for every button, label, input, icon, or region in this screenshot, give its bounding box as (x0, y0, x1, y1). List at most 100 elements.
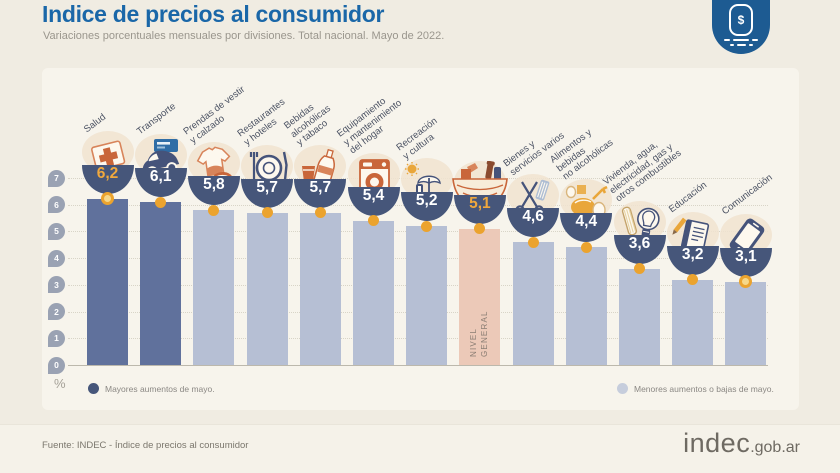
source-note: Fuente: INDEC - Índice de precios al con… (42, 440, 249, 451)
bar-top-dot (527, 236, 539, 248)
legend-mayores: Mayores aumentos de mayo. (88, 383, 215, 394)
legend-menores: Menores aumentos o bajas de mayo. (617, 383, 774, 394)
legend-dark-dot (88, 383, 99, 394)
bar (246, 212, 288, 365)
category-label: Recreación y cultura (395, 115, 446, 162)
bar-top-dot (368, 215, 379, 227)
y-axis-tick: 1 (48, 329, 65, 347)
bar-top-dot (314, 207, 326, 219)
category-label: Transporte (135, 101, 179, 138)
bar (140, 202, 182, 365)
category-label: Bebidas alcohólicas y tabaco (282, 95, 339, 149)
bar-value: 5,4 (362, 186, 385, 204)
notebook-icon (670, 216, 716, 256)
bar-value: 3,2 (681, 245, 704, 263)
indec-domain: .gob.ar (750, 439, 800, 456)
bar-top-dot (261, 207, 273, 219)
legend-light-label: Menores aumentos o bajas de mayo. (634, 383, 774, 394)
bar-top-dot (208, 204, 220, 216)
value-bowl: 5,7 (294, 178, 347, 208)
bar-value: 5,7 (256, 178, 278, 196)
page-subtitle: Variaciones porcentuales mensuales por d… (43, 30, 445, 42)
value-bowl: 5,4 (347, 186, 400, 216)
value-bowl: 6,2 (81, 165, 134, 195)
inner-bar-label-line: NIVEL (468, 327, 478, 357)
y-axis-tick: 0 (48, 356, 65, 374)
percent-axis-label: % (54, 376, 66, 391)
legend-light-dot (617, 383, 628, 394)
axis-baseline (68, 365, 768, 366)
bar-top-dot (634, 263, 645, 275)
category-label-line: Transporte (135, 101, 179, 138)
bar-top-dot (421, 220, 433, 232)
legend-dark-label: Mayores aumentos de mayo. (105, 383, 215, 394)
category-label: Educación (667, 179, 710, 215)
bar (459, 228, 501, 365)
bar-value: 6,2 (96, 165, 119, 183)
bar-value: 3,6 (628, 234, 651, 252)
value-bowl: 4,6 (507, 208, 560, 238)
value-bowl: 6,1 (134, 168, 187, 198)
badge-lines (724, 39, 758, 41)
bar (406, 226, 448, 365)
bar (299, 212, 341, 365)
value-bowl: 3,2 (666, 245, 719, 275)
washing-machine-icon (351, 157, 397, 197)
dining-icon (244, 149, 290, 189)
bar-value: 5,1 (469, 194, 491, 212)
value-bowl: 5,7 (241, 178, 294, 208)
bar-value: 3,1 (735, 248, 757, 266)
price-tag-dollar-badge-icon: $ (712, 0, 770, 54)
badge-lines-2 (729, 44, 753, 46)
bar-top-dot (738, 274, 752, 288)
bar (87, 199, 128, 365)
y-axis-tick: 6 (48, 196, 65, 214)
y-axis-tick: 7 (48, 169, 65, 187)
footer-strip (0, 424, 840, 473)
category-label-line: Educación (667, 179, 710, 215)
bar-top-dot (474, 223, 486, 235)
drinks-icon (297, 148, 343, 189)
bar (193, 210, 235, 365)
value-bowl: 5,1 (453, 194, 506, 224)
bar (619, 268, 660, 365)
value-bowl: 4,4 (560, 213, 613, 243)
bar-value: 4,4 (575, 213, 598, 231)
bar-value: 5,8 (203, 176, 225, 194)
bar (565, 247, 607, 365)
value-bowl: 5,2 (400, 192, 453, 222)
indec-wordmark: indec (683, 428, 751, 458)
bar (353, 220, 394, 365)
bar-top-dot (687, 274, 699, 286)
dollar-tag-icon: $ (729, 4, 753, 36)
value-bowl: 5,8 (187, 176, 240, 206)
bar-top-dot (100, 191, 114, 205)
first-aid-kit-icon (85, 135, 131, 175)
category-label-line: Comunicación (720, 172, 776, 218)
bar (512, 242, 554, 365)
y-axis-tick: 3 (48, 276, 65, 294)
bar (725, 282, 767, 365)
bar (672, 279, 714, 365)
value-bowl: 3,6 (613, 234, 666, 264)
page-title: Indice de precios al consumidor (42, 1, 385, 27)
y-axis-tick: 4 (48, 249, 65, 267)
bar-top-dot (155, 196, 167, 208)
bar-value: 6,1 (149, 168, 172, 186)
bar-value: 5,7 (309, 178, 332, 196)
bar-top-dot (580, 241, 592, 253)
light-bulb-icon (617, 205, 663, 245)
inner-bar-label-line: GENERAL (479, 310, 489, 357)
y-axis-tick: 5 (48, 222, 65, 240)
value-bowl: 3,1 (719, 248, 772, 278)
scissors-comb-icon (510, 178, 556, 218)
y-axis-tick: 2 (48, 303, 65, 321)
bar-value: 4,6 (522, 208, 544, 226)
category-label: Vivienda, agua, electricidad, gas y otros … (601, 131, 685, 204)
category-label: Comunicación (720, 172, 776, 218)
bar-value: 5,2 (415, 192, 438, 210)
indec-logo: indec .gob.ar (683, 428, 800, 459)
